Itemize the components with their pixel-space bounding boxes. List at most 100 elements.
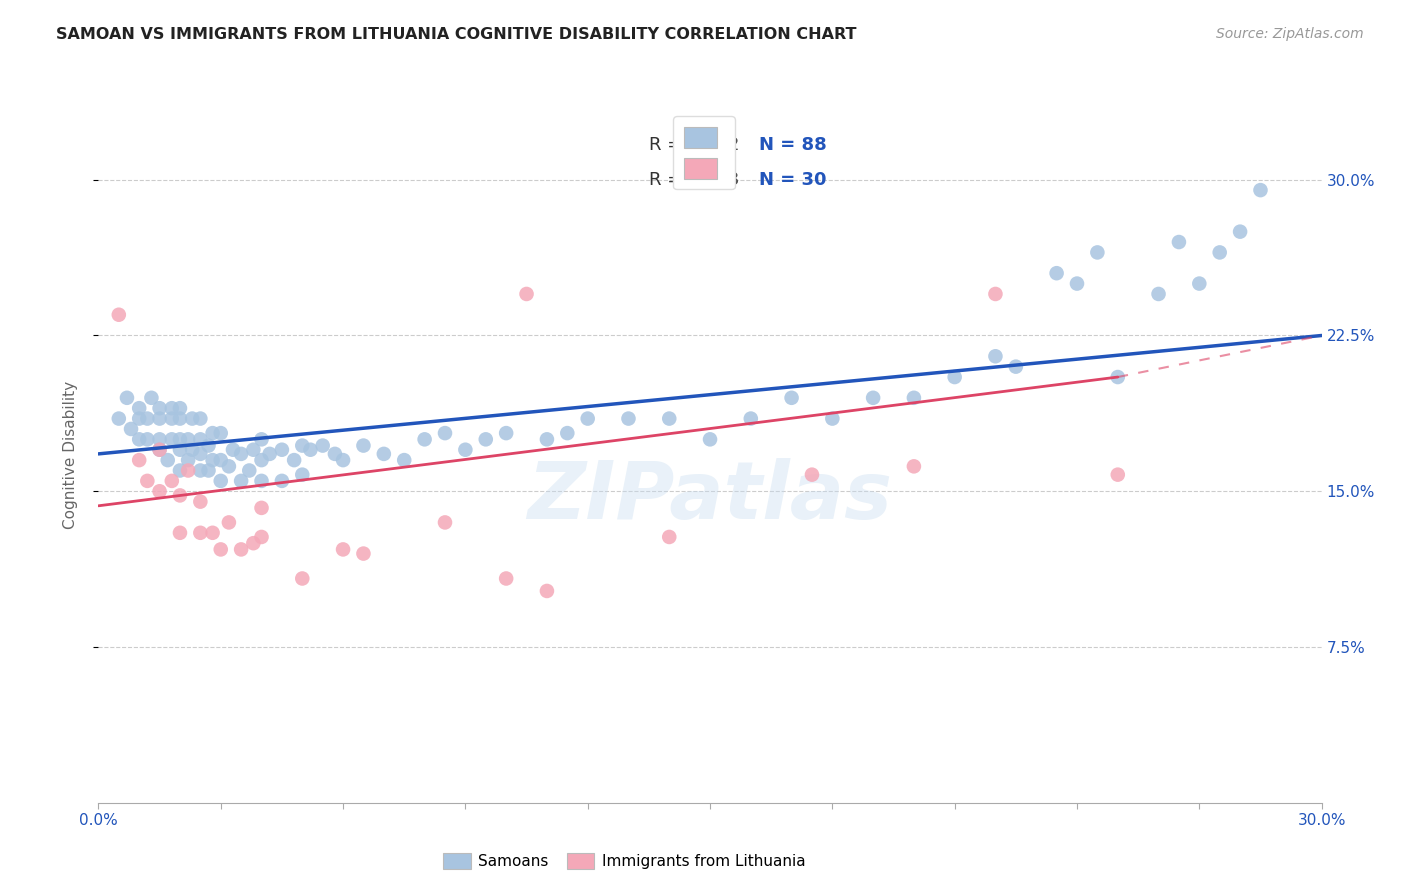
- Point: [740, 411, 762, 425]
- Point: [250, 433, 273, 447]
- Point: [903, 391, 925, 405]
- Point: [434, 426, 457, 441]
- Point: [699, 433, 721, 447]
- Point: [218, 516, 240, 530]
- Point: [188, 494, 212, 508]
- Point: [160, 411, 183, 425]
- Text: R = 0.193: R = 0.193: [650, 171, 740, 189]
- Point: [160, 433, 183, 447]
- Text: Source: ZipAtlas.com: Source: ZipAtlas.com: [1216, 27, 1364, 41]
- Point: [291, 572, 314, 586]
- Point: [115, 391, 138, 405]
- Point: [283, 453, 305, 467]
- Point: [218, 459, 240, 474]
- Point: [188, 447, 212, 461]
- Point: [474, 433, 498, 447]
- Point: [209, 453, 232, 467]
- Point: [197, 439, 219, 453]
- Point: [231, 447, 253, 461]
- Point: [169, 463, 191, 477]
- Point: [454, 442, 477, 457]
- Point: [231, 542, 253, 557]
- Point: [1167, 235, 1189, 249]
- Point: [250, 500, 273, 515]
- Point: [323, 447, 346, 461]
- Point: [231, 474, 253, 488]
- Point: [201, 426, 224, 441]
- Point: [557, 426, 579, 441]
- Point: [495, 426, 517, 441]
- Point: [201, 453, 224, 467]
- Point: [984, 349, 1007, 363]
- Point: [188, 463, 212, 477]
- Point: [392, 453, 416, 467]
- Text: ZIPatlas: ZIPatlas: [527, 458, 893, 536]
- Point: [312, 439, 335, 453]
- Point: [332, 453, 354, 467]
- Point: [169, 401, 191, 416]
- Point: [128, 411, 150, 425]
- Point: [156, 453, 179, 467]
- Point: [149, 401, 172, 416]
- Point: [209, 426, 232, 441]
- Legend: Samoans, Immigrants from Lithuania: Samoans, Immigrants from Lithuania: [437, 847, 811, 875]
- Point: [108, 308, 131, 322]
- Point: [1188, 277, 1211, 291]
- Point: [352, 547, 374, 561]
- Point: [181, 411, 204, 425]
- Point: [943, 370, 966, 384]
- Point: [821, 411, 844, 425]
- Point: [197, 463, 219, 477]
- Point: [188, 411, 212, 425]
- Point: [169, 411, 191, 425]
- Point: [169, 525, 191, 540]
- Point: [250, 474, 273, 488]
- Point: [434, 516, 457, 530]
- Point: [141, 391, 163, 405]
- Point: [222, 442, 245, 457]
- Point: [177, 463, 200, 477]
- Point: [250, 453, 273, 467]
- Point: [209, 542, 232, 557]
- Point: [238, 463, 260, 477]
- Point: [658, 530, 681, 544]
- Point: [1085, 245, 1108, 260]
- Point: [149, 484, 172, 499]
- Point: [291, 467, 314, 482]
- Point: [658, 411, 681, 425]
- Text: N = 30: N = 30: [759, 171, 827, 189]
- Point: [1209, 245, 1232, 260]
- Point: [1004, 359, 1026, 374]
- Point: [495, 572, 517, 586]
- Point: [903, 459, 925, 474]
- Point: [536, 584, 558, 599]
- Point: [1107, 467, 1129, 482]
- Point: [177, 433, 200, 447]
- Point: [250, 530, 273, 544]
- Point: [259, 447, 281, 461]
- Point: [1147, 287, 1170, 301]
- Point: [128, 433, 150, 447]
- Point: [801, 467, 824, 482]
- Point: [516, 287, 538, 301]
- Point: [128, 453, 150, 467]
- Point: [108, 411, 131, 425]
- Point: [780, 391, 803, 405]
- Point: [270, 442, 294, 457]
- Point: [332, 542, 354, 557]
- Point: [1066, 277, 1088, 291]
- Text: SAMOAN VS IMMIGRANTS FROM LITHUANIA COGNITIVE DISABILITY CORRELATION CHART: SAMOAN VS IMMIGRANTS FROM LITHUANIA COGN…: [56, 27, 856, 42]
- Point: [299, 442, 322, 457]
- Point: [291, 439, 314, 453]
- Point: [177, 453, 200, 467]
- Point: [617, 411, 640, 425]
- Y-axis label: Cognitive Disability: Cognitive Disability: [63, 381, 77, 529]
- Point: [169, 442, 191, 457]
- Point: [160, 474, 183, 488]
- Point: [1229, 225, 1251, 239]
- Point: [201, 525, 224, 540]
- Point: [128, 401, 150, 416]
- Point: [169, 433, 191, 447]
- Text: N = 88: N = 88: [759, 136, 827, 154]
- Point: [136, 474, 159, 488]
